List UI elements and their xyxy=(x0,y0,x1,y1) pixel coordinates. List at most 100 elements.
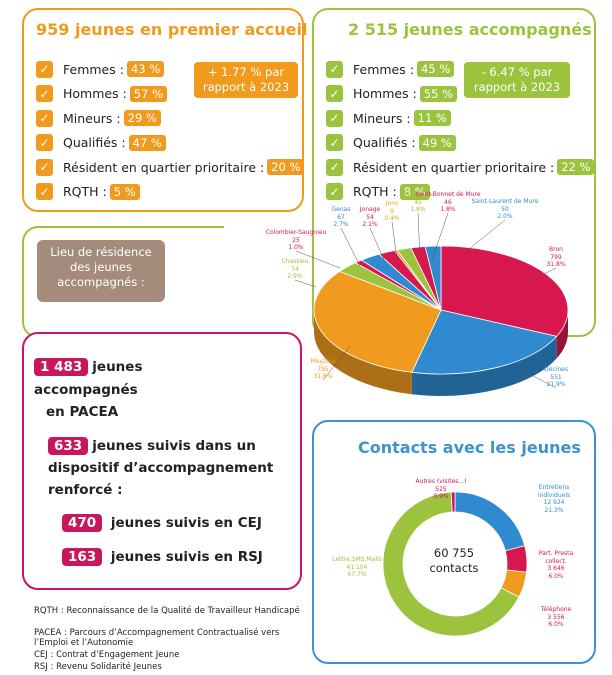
evolution-line1: - 6.47 % par xyxy=(481,65,553,79)
contacts-center-label: contacts xyxy=(429,561,479,575)
leader-line xyxy=(519,267,557,287)
donut-label-name: Entretiens individuels xyxy=(537,484,571,499)
pie-label-value: 50 xyxy=(501,205,509,213)
stat-value: 57 % xyxy=(129,85,168,102)
pie-slice xyxy=(313,271,442,373)
stat-label: Hommes : xyxy=(353,86,417,101)
stat-row: ✓ Mineurs :11 % xyxy=(326,107,451,129)
leader-line xyxy=(452,219,506,263)
contacts-center-total: 60 755 xyxy=(433,546,475,560)
cej-count: 470 xyxy=(62,514,103,532)
pie-label-percent: 2.7% xyxy=(333,221,349,228)
premier-accueil-evolution: + 1.77 % par rapport à 2023 xyxy=(194,62,298,98)
donut-label-value: 12 924 xyxy=(543,499,565,506)
rsj-line: 163 jeunes suivis en RSJ xyxy=(62,548,263,566)
pie-label-percent: 1.8% xyxy=(440,206,456,213)
renforce-text1: jeunes suivis dans un xyxy=(92,438,256,454)
pie-label-name: Pusignan xyxy=(404,191,432,198)
renforce-line2: dispositif d’accompagnement xyxy=(48,460,274,476)
residence-label: Lieu de résidence des jeunes accompagnés… xyxy=(37,240,165,302)
pie-label: Colombier-Saugnieu 25 1.0% xyxy=(266,229,327,252)
stat-value: 29 % xyxy=(123,110,161,126)
pacea-text1: jeunes xyxy=(92,359,143,375)
accompagnes-title: 2 515 jeunes accompagnés xyxy=(348,20,592,39)
pie-label-name: Jonage xyxy=(359,206,381,213)
stat-value: 22 % xyxy=(557,159,595,175)
stat-value: 55 % xyxy=(419,85,458,102)
donut-label-value: 3 556 xyxy=(547,613,565,621)
donut-label: Autres (visites...) 525 0.9% xyxy=(416,478,467,501)
stat-row: ✓ Qualifiés :49 % xyxy=(326,132,456,154)
pie-label-name: Décines xyxy=(544,366,568,373)
leader-line xyxy=(417,212,421,259)
donut-label: Lettre,SMS,Mails 41 104 67.7% xyxy=(332,556,382,579)
stat-label: Qualifiés : xyxy=(63,135,126,150)
donut-slice xyxy=(450,491,456,513)
donut-label-percent: 67.7% xyxy=(347,571,367,578)
donut-label-percent: 6.0% xyxy=(548,572,564,580)
glossary-rsj: RSJ : Revenu Solidarité Jeunes xyxy=(34,662,162,672)
pie-label-percent: 1.0% xyxy=(288,244,304,251)
glossary-pacea: PACEA : Parcours d’Accompagnement Contra… xyxy=(34,628,280,638)
stat-value: 11 % xyxy=(413,110,451,126)
premier-accueil-title: 959 jeunes en premier accueil xyxy=(36,20,308,39)
check-icon: ✓ xyxy=(36,158,53,176)
stat-value: 43 % xyxy=(126,61,165,77)
accompagnes-evolution: - 6.47 % par rapport à 2023 xyxy=(464,62,570,98)
check-icon: ✓ xyxy=(36,183,53,200)
pie-label-value: 25 xyxy=(292,236,300,244)
pie-label-percent: 31.6% xyxy=(313,373,333,380)
pie-label: Décines 551 21.9% xyxy=(544,366,568,389)
stat-label: Mineurs : xyxy=(63,110,121,126)
pie-slice-side xyxy=(314,310,412,395)
donut-label-name: Part. Presta collect. xyxy=(538,550,574,565)
pie-label: Jonage 54 2.1% xyxy=(360,206,380,229)
contacts-panel: Contacts avec les jeunes xyxy=(312,420,596,664)
stat-row: ✓ RQTH :5 % xyxy=(36,181,140,203)
renforce-count: 633 xyxy=(48,437,89,455)
stat-value: 45 % xyxy=(416,61,455,77)
pie-label-value: 9 xyxy=(390,207,394,215)
pie-label-value: 799 xyxy=(550,253,562,261)
pacea-panel: 1 483 jeunes accompagnés en PACEA 633 jeun… xyxy=(22,332,302,590)
donut-label-value: 41 104 xyxy=(346,563,368,571)
leader-line xyxy=(369,227,386,263)
stat-label: Femmes : xyxy=(353,61,414,77)
pie-label-value: 74 xyxy=(291,265,299,273)
pie-label: Meyzieu 795 31.6% xyxy=(311,358,336,381)
pie-label: Pusignan 45 1.8% xyxy=(404,191,431,214)
donut-label-percent: 0.9% xyxy=(433,493,449,500)
pie-slice xyxy=(411,309,558,375)
pie-label: Jons 9 0.4% xyxy=(384,200,399,223)
check-icon: ✓ xyxy=(36,109,53,127)
stat-value: 8 % xyxy=(399,183,430,200)
pie-label: Chassieu 74 2.9% xyxy=(281,258,308,281)
residence-label-line3: accompagnés : xyxy=(57,275,145,289)
glossary-cej: CEJ : Contrat d’Engagement Jeune xyxy=(34,650,180,660)
stat-label: Résident en quartier prioritaire : xyxy=(353,159,555,175)
pie-label-name: Colombier-Saugnieu xyxy=(265,229,327,236)
pacea-count: 1 483 xyxy=(34,358,89,376)
check-icon: ✓ xyxy=(326,183,343,200)
residence-label-line1: Lieu de résidence xyxy=(50,245,152,259)
contacts-center: 60 755 contacts xyxy=(410,546,498,576)
donut-label: Téléphone 3 556 6.0% xyxy=(541,606,571,629)
donut-label: Part. Presta collect. 3 646 6.0% xyxy=(528,550,584,580)
stat-label: RQTH : xyxy=(353,184,397,199)
donut-label-name: Lettre,SMS,Mails xyxy=(332,556,382,563)
stat-value: 49 % xyxy=(418,134,456,151)
evolution-line1: + 1.77 % par xyxy=(207,65,285,79)
pie-label-value: 795 xyxy=(317,365,329,373)
donut-label-value: 525 xyxy=(435,485,447,493)
pie-slice-side xyxy=(411,336,557,396)
stat-row: ✓ Femmes :43 % xyxy=(36,58,165,80)
check-icon: ✓ xyxy=(36,85,53,102)
pacea-line2: accompagnés xyxy=(34,382,138,398)
stat-label: Qualifiés : xyxy=(353,135,416,150)
check-icon: ✓ xyxy=(326,158,343,176)
stat-row: ✓ Hommes :57 % xyxy=(36,83,168,105)
donut-label: Entretiens individuels 12 924 21.3% xyxy=(530,484,578,514)
pie-label-percent: 2.0% xyxy=(497,213,513,220)
